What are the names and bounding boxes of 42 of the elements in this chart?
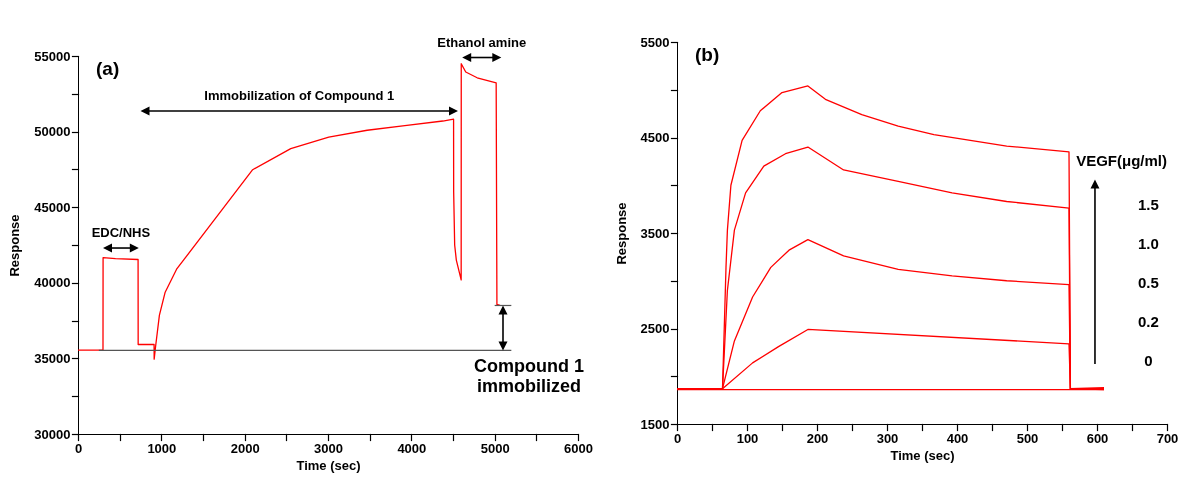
x-tick-label: 3000 — [314, 440, 343, 456]
y-tick-label: 30000 — [34, 426, 71, 442]
x-tick-label: 100 — [736, 430, 759, 446]
text: 0.2 — [1137, 313, 1159, 331]
y-tick-label: 3500 — [640, 225, 670, 241]
x-tick-label: 0 — [673, 430, 682, 446]
x-tick-label: 4000 — [397, 440, 427, 456]
y-axis-title: Response — [7, 214, 23, 277]
annotation: EDC/NHS — [91, 225, 151, 241]
text: 0 — [1144, 351, 1153, 369]
x-tick-label: 600 — [1086, 430, 1109, 446]
text: Ethanol amine — [437, 34, 527, 50]
y-tick-label: 4500 — [640, 130, 670, 145]
y-tick-label: 1500 — [640, 416, 670, 432]
annotation: Compound 1 immobilized — [474, 356, 584, 397]
legend-title: VEGF(μg/ml) — [1076, 152, 1167, 170]
y-tick-label: 55000 — [34, 48, 71, 64]
x-tick-label: 2000 — [230, 440, 260, 456]
x-tick-label: 5000 — [480, 440, 510, 456]
text: 0.5 — [1137, 274, 1159, 292]
text: 1.5 — [1137, 196, 1159, 214]
y-tick-label: 50000 — [34, 124, 71, 140]
x-tick-label: 300 — [876, 430, 899, 446]
text: 1.0 — [1137, 235, 1159, 253]
x-axis-title: Time (sec) — [296, 457, 361, 473]
x-tick-label: 400 — [946, 430, 969, 446]
x-tick-label: 500 — [1016, 430, 1039, 446]
x-axis-title: Time (sec) — [890, 447, 955, 463]
x-tick-label: 0 — [74, 440, 83, 456]
x-tick-label: 200 — [806, 430, 829, 446]
annotation: Immobilization of Compound 1 — [204, 88, 395, 104]
chart-title: (b) — [695, 44, 720, 65]
y-tick-label: 2500 — [640, 321, 670, 336]
x-tick-label: 1000 — [147, 440, 177, 456]
x-tick-label: 700 — [1156, 430, 1179, 446]
y-axis-title: Response — [613, 202, 629, 265]
x-tick-label: 6000 — [564, 440, 593, 456]
y-tick-label: 45000 — [34, 199, 71, 215]
chart-title: (a) — [96, 58, 120, 79]
y-tick-label: 5500 — [640, 34, 670, 50]
y-tick-label: 35000 — [34, 350, 71, 366]
y-tick-label: 40000 — [34, 275, 71, 291]
